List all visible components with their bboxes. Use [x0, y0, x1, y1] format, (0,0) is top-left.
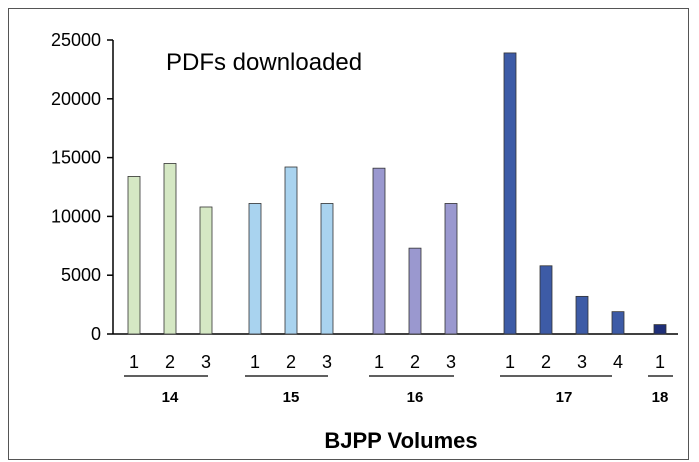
bar-vol18-issue1	[653, 324, 667, 335]
volume-label: 14	[162, 389, 179, 406]
chart-frame	[8, 8, 689, 460]
volume-label: 17	[556, 389, 573, 406]
bar-vol15-issue3	[320, 203, 334, 335]
issue-label: 3	[322, 352, 332, 372]
bar-vol17-issue3	[575, 295, 589, 335]
issue-label: 1	[129, 352, 139, 372]
y-tick-label: 0	[91, 324, 101, 344]
issue-label: 2	[410, 352, 420, 372]
issue-label: 3	[446, 352, 456, 372]
issue-label: 2	[165, 352, 175, 372]
issue-label: 1	[505, 352, 515, 372]
y-tick-label: 25000	[51, 30, 101, 50]
issue-label: 1	[374, 352, 384, 372]
bar-vol15-issue2	[284, 166, 298, 335]
issue-label: 2	[541, 352, 551, 372]
chart-title: PDFs downloaded	[166, 49, 362, 76]
bar-vol15-issue1	[248, 203, 262, 335]
x-axis-title: BJPP Volumes	[324, 428, 477, 453]
volume-label: 18	[652, 389, 669, 406]
bar-vol16-issue2	[408, 247, 422, 335]
y-tick-label: 10000	[51, 206, 101, 226]
bar-vol17-issue4	[611, 311, 625, 335]
bar-vol14-issue1	[127, 176, 141, 335]
y-tick-label: 20000	[51, 89, 101, 109]
issue-label: 1	[250, 352, 260, 372]
issue-label: 3	[577, 352, 587, 372]
bar-vol16-issue1	[372, 167, 386, 335]
issue-label: 4	[613, 352, 623, 372]
y-tick-label: 15000	[51, 148, 101, 168]
bar-vol14-issue3	[199, 206, 213, 335]
bar-vol16-issue3	[444, 203, 458, 335]
bars	[127, 52, 667, 335]
issue-label: 1	[655, 352, 665, 372]
x-axis-labels: 1 2 3 14 1 2 3 15 1 2 3 16 1 2 3 4 17 1 18	[124, 352, 673, 406]
bar-vol17-issue1	[503, 52, 517, 335]
volume-label: 16	[407, 389, 424, 406]
y-tick-label: 5000	[61, 265, 101, 285]
bar-vol14-issue2	[163, 163, 177, 335]
issue-label: 2	[286, 352, 296, 372]
volume-label: 15	[283, 389, 300, 406]
issue-label: 3	[201, 352, 211, 372]
bar-vol17-issue2	[539, 265, 553, 335]
